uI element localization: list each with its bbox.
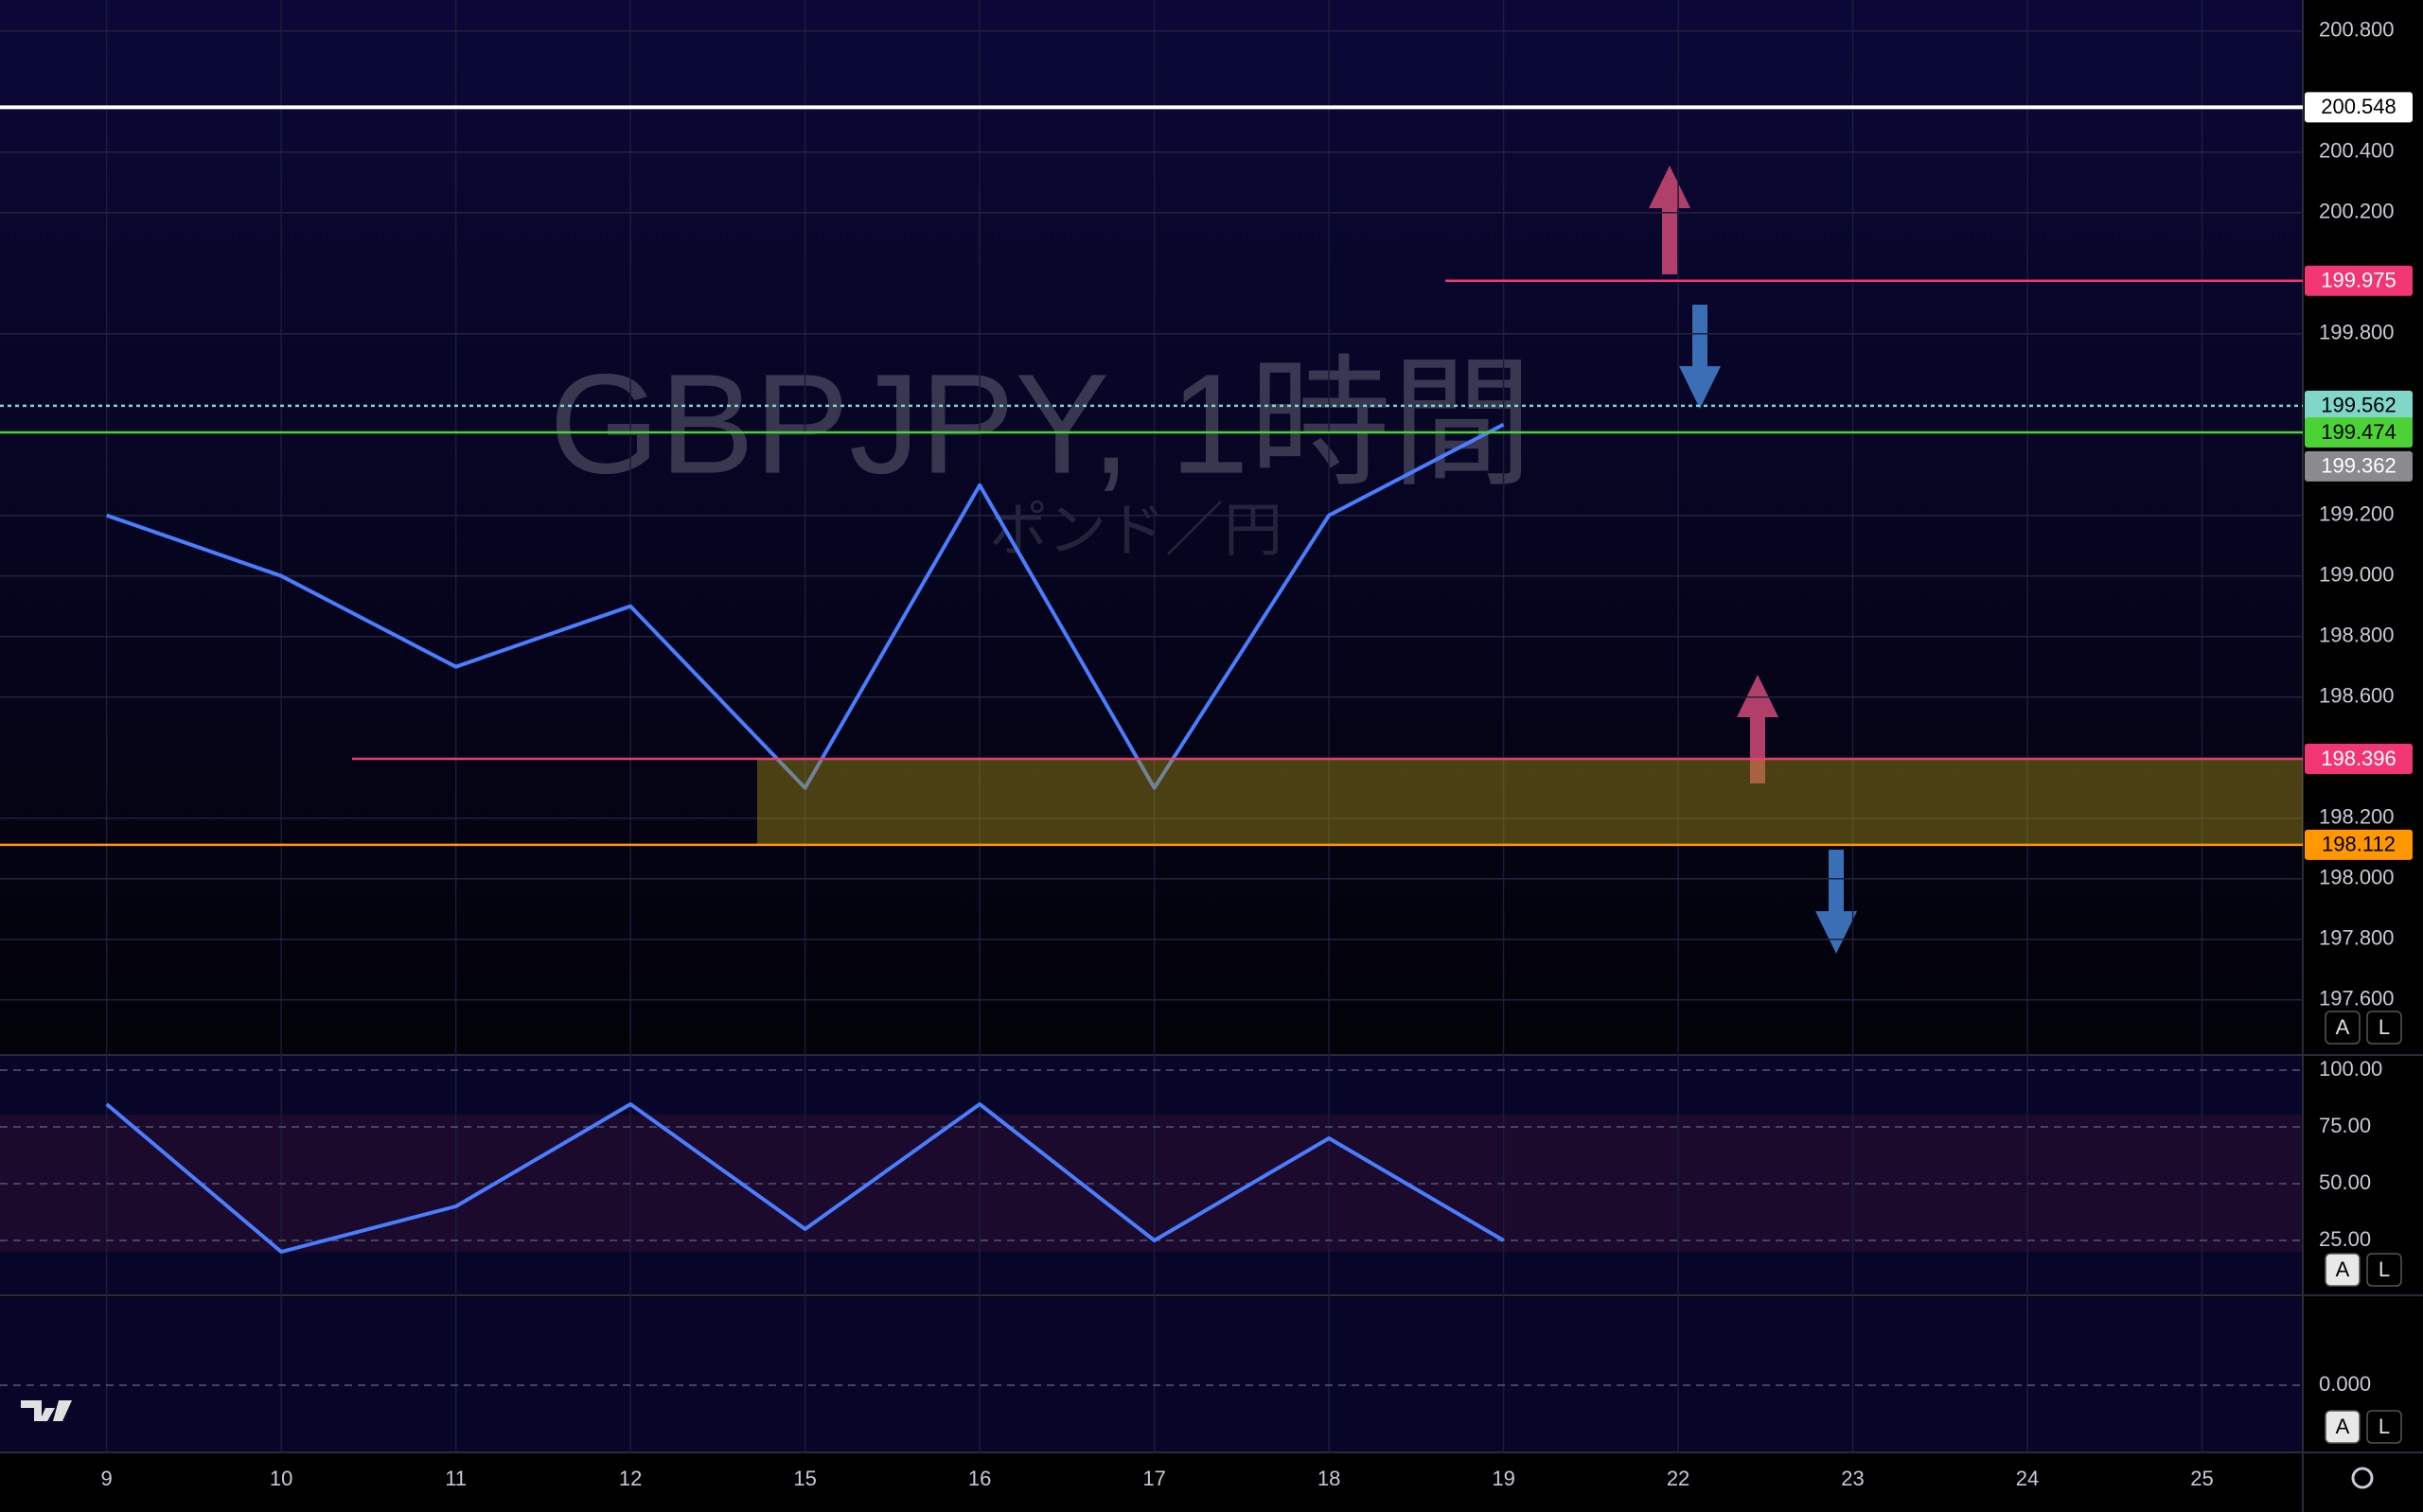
x-tick-label: 9: [101, 1467, 113, 1490]
x-tick-label: 19: [1492, 1467, 1514, 1490]
scale-button[interactable]: [2366, 1410, 2402, 1444]
y-tick-label: 200.800: [2319, 18, 2395, 42]
y-tick-label: 199.000: [2319, 563, 2395, 587]
y-tick-label: 0.000: [2319, 1372, 2371, 1396]
arrows: [1649, 166, 1857, 954]
x-tick-label: 16: [968, 1467, 991, 1490]
scale-button-label[interactable]: L: [2379, 1015, 2390, 1039]
price-tag-label: 198.112: [2322, 833, 2396, 856]
y-tick-label: 200.200: [2319, 200, 2395, 223]
y-tick-label: 75.00: [2319, 1114, 2371, 1137]
scale-button-label[interactable]: A: [2336, 1015, 2350, 1039]
price-tag-label: 199.562: [2321, 394, 2396, 417]
arrow-up: [1737, 675, 1778, 783]
price-tag-label: 198.396: [2321, 747, 2396, 770]
scale-button-label[interactable]: A: [2336, 1257, 2350, 1281]
y-tick-label: 198.600: [2319, 684, 2395, 708]
stoch-line: [105, 1102, 1505, 1254]
logo: [21, 1400, 72, 1421]
price-tag-label: 200.548: [2321, 95, 2396, 118]
settings-icon[interactable]: [2351, 1467, 2374, 1489]
price-tag: [2305, 92, 2413, 123]
y-tick-label: 200.400: [2319, 139, 2395, 163]
price-tag: [2305, 743, 2413, 774]
y-tick-label: 25.00: [2319, 1227, 2371, 1251]
price-tag: [2305, 265, 2413, 296]
zone: [757, 758, 2303, 845]
stoch-band: [0, 1115, 2303, 1252]
scale-button[interactable]: [2366, 1011, 2402, 1045]
watermark-subtitle: ポンド／円: [989, 498, 1282, 563]
tv-logo: [21, 1400, 72, 1421]
y-tick-label: 50.00: [2319, 1170, 2371, 1194]
scale-button[interactable]: [2325, 1410, 2361, 1444]
scale-button[interactable]: [2325, 1253, 2361, 1287]
arrow-up: [1649, 166, 1690, 274]
price-tag-label: 199.474: [2321, 420, 2396, 444]
x-tick-label: 22: [1667, 1467, 1689, 1490]
y-tick-label: 197.600: [2319, 987, 2395, 1011]
price-tag: [2305, 829, 2413, 860]
price-tag: [2305, 450, 2413, 482]
y-tick-label: 198.200: [2319, 805, 2395, 829]
y-tick-label: 198.000: [2319, 866, 2395, 889]
macd-pane: [0, 1297, 2303, 1452]
scale-button[interactable]: [2366, 1253, 2402, 1287]
x-tick-label: 18: [1318, 1467, 1340, 1490]
x-tick-label: 24: [2016, 1467, 2039, 1490]
scale-button[interactable]: [2325, 1011, 2361, 1045]
arrow-down: [1679, 305, 1721, 409]
arrow-down: [1815, 850, 1857, 954]
y-tick-label: 100.00: [2319, 1057, 2382, 1081]
x-tick-label: 17: [1142, 1467, 1165, 1490]
x-tick-label: 15: [793, 1467, 816, 1490]
time-axis: [0, 1452, 2303, 1512]
price-line: [105, 422, 1505, 790]
x-tick-label: 23: [1841, 1467, 1864, 1490]
watermark-title: GBPJPY, 1時間: [549, 344, 1532, 503]
price-tag: [2305, 417, 2413, 448]
y-tick-label: 197.800: [2319, 926, 2395, 950]
x-tick-label: 12: [619, 1467, 642, 1490]
scale-button-label[interactable]: L: [2379, 1415, 2390, 1438]
y-tick-label: 198.800: [2319, 624, 2395, 647]
y-tick-label: 199.200: [2319, 502, 2395, 526]
scale-button-label[interactable]: A: [2336, 1415, 2350, 1438]
price-tag-label: 199.975: [2321, 269, 2396, 292]
y-tick-label: 199.800: [2319, 321, 2395, 344]
scale-button-label[interactable]: L: [2379, 1257, 2390, 1281]
x-tick-label: 10: [270, 1467, 292, 1490]
price-tag-label: 199.362: [2321, 454, 2396, 478]
price-tag: [2305, 390, 2413, 421]
x-tick-label: 25: [2190, 1467, 2213, 1490]
x-tick-label: 11: [445, 1467, 467, 1490]
